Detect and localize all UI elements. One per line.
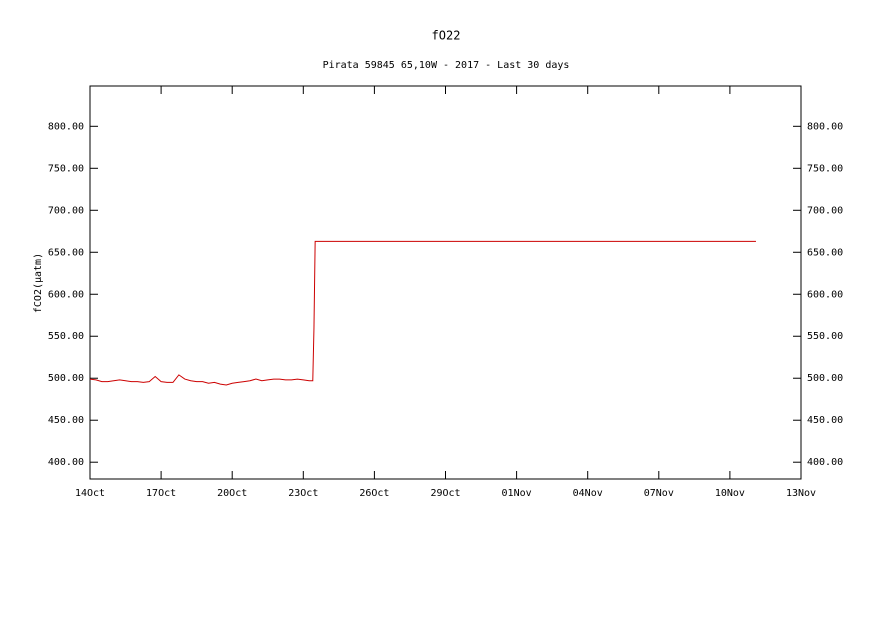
x-tick-label: 07Nov xyxy=(644,488,674,499)
y2-tick-label: 700.00 xyxy=(807,205,843,216)
y-tick-label: 400.00 xyxy=(48,457,84,468)
y2-tick-label: 550.00 xyxy=(807,331,843,342)
x-tick-label: 17Oct xyxy=(146,488,176,499)
x-tick-label: 23Oct xyxy=(288,488,318,499)
y2-tick-label: 750.00 xyxy=(807,163,843,174)
x-tick-label: 29Oct xyxy=(430,488,460,499)
y-tick-label: 600.00 xyxy=(48,289,84,300)
x-tick-label: 14Oct xyxy=(75,488,105,499)
y-tick-label: 800.00 xyxy=(48,121,84,132)
x-tick-label: 20Oct xyxy=(217,488,247,499)
y-tick-label: 750.00 xyxy=(48,163,84,174)
y2-tick-label: 500.00 xyxy=(807,373,843,384)
y-tick-label: 700.00 xyxy=(48,205,84,216)
y-tick-label: 500.00 xyxy=(48,373,84,384)
y2-tick-label: 800.00 xyxy=(807,121,843,132)
x-tick-label: 26Oct xyxy=(359,488,389,499)
y-axis-label: fCO2(μatm) xyxy=(33,253,44,313)
data-line xyxy=(89,240,756,386)
x-tick-label: 01Nov xyxy=(502,488,532,499)
y2-tick-label: 400.00 xyxy=(807,457,843,468)
y-tick-label: 450.00 xyxy=(48,415,84,426)
x-tick-label: 13Nov xyxy=(786,488,816,499)
y2-tick-label: 450.00 xyxy=(807,415,843,426)
y-tick-label: 550.00 xyxy=(48,331,84,342)
x-tick-label: 10Nov xyxy=(715,488,745,499)
chart-subtitle: Pirata 59845 65,10W - 2017 - Last 30 day… xyxy=(323,60,570,71)
y-tick-label: 650.00 xyxy=(48,247,84,258)
x-tick-label: 04Nov xyxy=(573,488,603,499)
y2-tick-label: 600.00 xyxy=(807,289,843,300)
chart-title: fO22 xyxy=(432,29,461,43)
y2-tick-label: 650.00 xyxy=(807,247,843,258)
plot-frame xyxy=(89,85,802,480)
